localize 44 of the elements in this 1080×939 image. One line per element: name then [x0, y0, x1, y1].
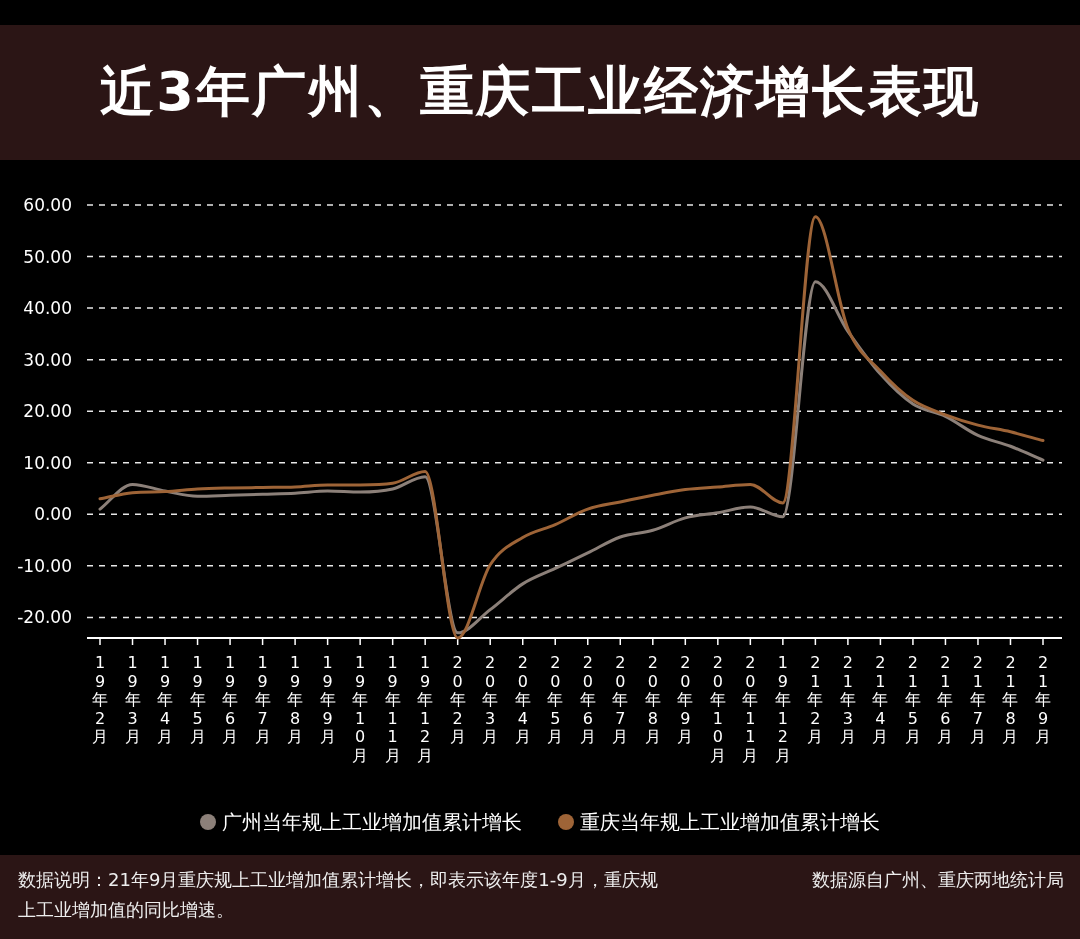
x-tick-label: 21年7月 [969, 653, 986, 746]
x-tick-label: 19年12月 [417, 653, 434, 765]
x-tick-label: 21年6月 [937, 653, 954, 746]
x-tick-label: 20年8月 [644, 653, 661, 746]
x-tick-label: 20年4月 [514, 653, 531, 746]
x-tick-label: 19年6月 [222, 653, 239, 746]
x-tick-label: 20年6月 [579, 653, 596, 746]
x-tick-label: 19年9月 [319, 653, 336, 746]
x-tick-label: 20年10月 [709, 653, 726, 765]
x-tick-label: 19年2月 [92, 653, 108, 746]
x-tick-label: 19年7月 [254, 653, 271, 746]
y-tick-label: 60.00 [23, 195, 72, 215]
x-tick-label: 19年10月 [352, 653, 369, 765]
x-tick-label: 20年9月 [677, 653, 694, 746]
x-tick-label: 19年5月 [189, 653, 206, 746]
x-tick-label: 21年2月 [807, 653, 824, 746]
x-tick-label: 20年5月 [547, 653, 564, 746]
legend-label: 广州当年规上工业增加值累计增长 [222, 810, 522, 834]
y-tick-label: 0.00 [34, 504, 72, 525]
x-tick-label: 19年11月 [384, 653, 401, 765]
y-tick-label: -20.00 [17, 607, 72, 628]
x-tick-label: 20年3月 [482, 653, 499, 746]
y-tick-label: 50.00 [23, 246, 72, 267]
x-tick-label: 21年4月 [872, 653, 889, 746]
x-tick-label: 20年2月 [449, 653, 466, 746]
x-tick-label: 19年3月 [124, 653, 141, 746]
x-tick-label: 21年5月 [904, 653, 921, 746]
x-tick-label: 19年4月 [157, 653, 174, 746]
y-tick-label: -10.00 [17, 555, 72, 576]
y-tick-label: 30.00 [23, 349, 72, 370]
text: 数据说明：21年9月重庆规上工业增加值累计增长，即表示该年度1-9月，重庆规上工业增加值的同比增速。 [18, 868, 658, 922]
y-tick-label: 20.00 [23, 401, 72, 422]
title: 近3年广州、重庆工业经济增长表现 [0, 25, 1080, 160]
text: 数据源自广州、重庆两地统计局 [812, 868, 1064, 892]
x-tick-label: 20年7月 [612, 653, 629, 746]
x-tick-label: 21年3月 [839, 653, 856, 746]
x-tick-label: 21年9月 [1035, 653, 1051, 746]
x-tick-label: 19年8月 [287, 653, 304, 746]
y-tick-label: 40.00 [23, 298, 72, 319]
y-tick-label: 10.00 [23, 452, 72, 473]
x-tick-label: 20年11月 [742, 653, 759, 765]
legend-label: 重庆当年规上工业增加值累计增长 [580, 810, 880, 834]
x-tick-label: 21年8月 [1002, 653, 1019, 746]
x-tick-label: 19年12月 [774, 653, 791, 765]
